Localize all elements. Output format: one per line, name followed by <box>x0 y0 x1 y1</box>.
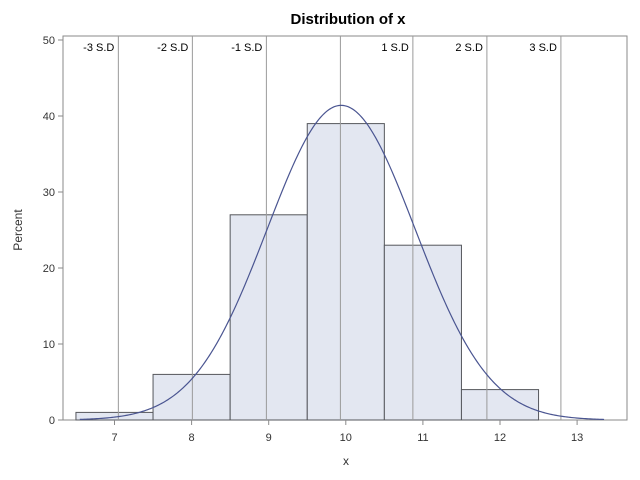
reference-line-label-6: 3 S.D <box>529 42 557 54</box>
reference-line-label-1: -2 S.D <box>157 42 188 54</box>
reference-line-label-2: -1 S.D <box>231 42 262 54</box>
x-tick-label-4: 11 <box>417 432 428 444</box>
reference-line-label-5: 2 S.D <box>455 42 483 54</box>
x-tick-label-0: 7 <box>111 432 117 444</box>
plot-area: -3 S.D -2 S.D -1 S.D 1 S.D 2 S.D 3 S.D 0 10 20 30… <box>43 35 628 444</box>
y-tick-label-3: 30 <box>43 187 55 199</box>
histogram-bar-4 <box>383 244 462 421</box>
x-tick-label-2: 9 <box>266 432 272 444</box>
chart-title: Distribution of x <box>291 11 407 28</box>
y-axis-label: Percent <box>11 209 25 251</box>
x-axis-label: x <box>343 454 349 468</box>
y-tick-label-0: 0 <box>49 415 55 427</box>
histogram-bar-5 <box>460 389 540 421</box>
y-tick-label-1: 10 <box>43 339 55 351</box>
histogram-bar-1 <box>152 373 231 421</box>
x-tick-label-3: 10 <box>340 432 352 444</box>
reference-line-label-0: -3 S.D <box>83 42 114 54</box>
normal-curve <box>79 104 605 421</box>
x-tick-label-6: 13 <box>571 432 583 444</box>
histogram-bar-2 <box>229 214 308 421</box>
y-tick-label-5: 50 <box>43 35 55 47</box>
reference-line-label-4: 1 S.D <box>381 42 409 54</box>
y-tick-label-2: 20 <box>43 263 55 275</box>
histogram-bar-3 <box>306 123 385 421</box>
y-tick-label-4: 40 <box>43 111 55 123</box>
x-tick-label-1: 8 <box>189 432 195 444</box>
x-tick-label-5: 12 <box>494 432 506 444</box>
